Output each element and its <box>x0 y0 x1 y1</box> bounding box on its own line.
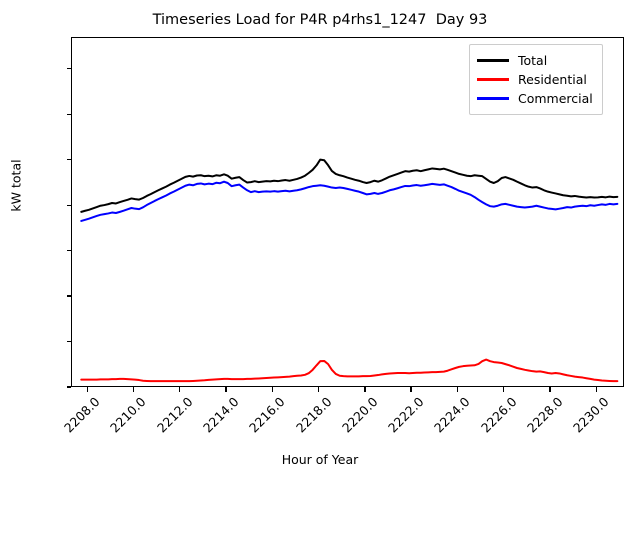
plot-area <box>71 37 624 387</box>
y-tick-mark <box>66 204 71 206</box>
x-tick-mark <box>86 387 88 392</box>
legend-swatch-total <box>477 59 509 62</box>
x-tick-mark <box>503 387 505 392</box>
x-tick-mark <box>456 387 459 392</box>
x-tick-mark <box>179 387 181 392</box>
legend-item-residential: Residential <box>477 70 593 89</box>
y-tick-mark <box>66 68 71 70</box>
chart-title: Timeseries Load for P4R p4rhs1_1247 Day … <box>152 12 488 28</box>
x-tick-mark <box>595 387 597 392</box>
y-tick-mark <box>66 113 71 115</box>
y-tick-mark <box>66 159 71 161</box>
x-tick-mark <box>132 387 135 392</box>
series-line-residential <box>80 358 619 383</box>
x-tick-mark <box>364 387 366 392</box>
x-tick-mark <box>317 387 320 392</box>
legend-swatch-residential <box>477 78 509 81</box>
series-line-total <box>80 158 619 213</box>
x-tick-mark <box>225 387 227 392</box>
x-axis-label: Hour of Year <box>281 452 359 467</box>
plot-lines <box>80 158 619 383</box>
x-tick-mark <box>549 387 551 392</box>
y-tick-mark <box>66 386 71 388</box>
legend-item-total: Total <box>477 51 593 70</box>
legend-label-commercial: Commercial <box>518 91 593 106</box>
legend-label-total: Total <box>518 53 548 68</box>
legend-item-commercial: Commercial <box>477 89 593 108</box>
chart-legend: Total Residential Commercial <box>469 44 603 115</box>
chart-figure: Timeseries Load for P4R p4rhs1_1247 Day … <box>8 12 624 467</box>
series-line-commercial <box>80 180 619 222</box>
y-tick-mark <box>66 340 71 343</box>
x-tick-mark <box>271 387 273 392</box>
y-tick-mark <box>66 295 71 297</box>
y-tick-mark <box>66 249 71 252</box>
legend-label-residential: Residential <box>518 72 587 87</box>
x-tick-mark <box>410 387 412 392</box>
legend-swatch-commercial <box>477 97 509 100</box>
y-axis-label: kW total <box>8 159 24 212</box>
